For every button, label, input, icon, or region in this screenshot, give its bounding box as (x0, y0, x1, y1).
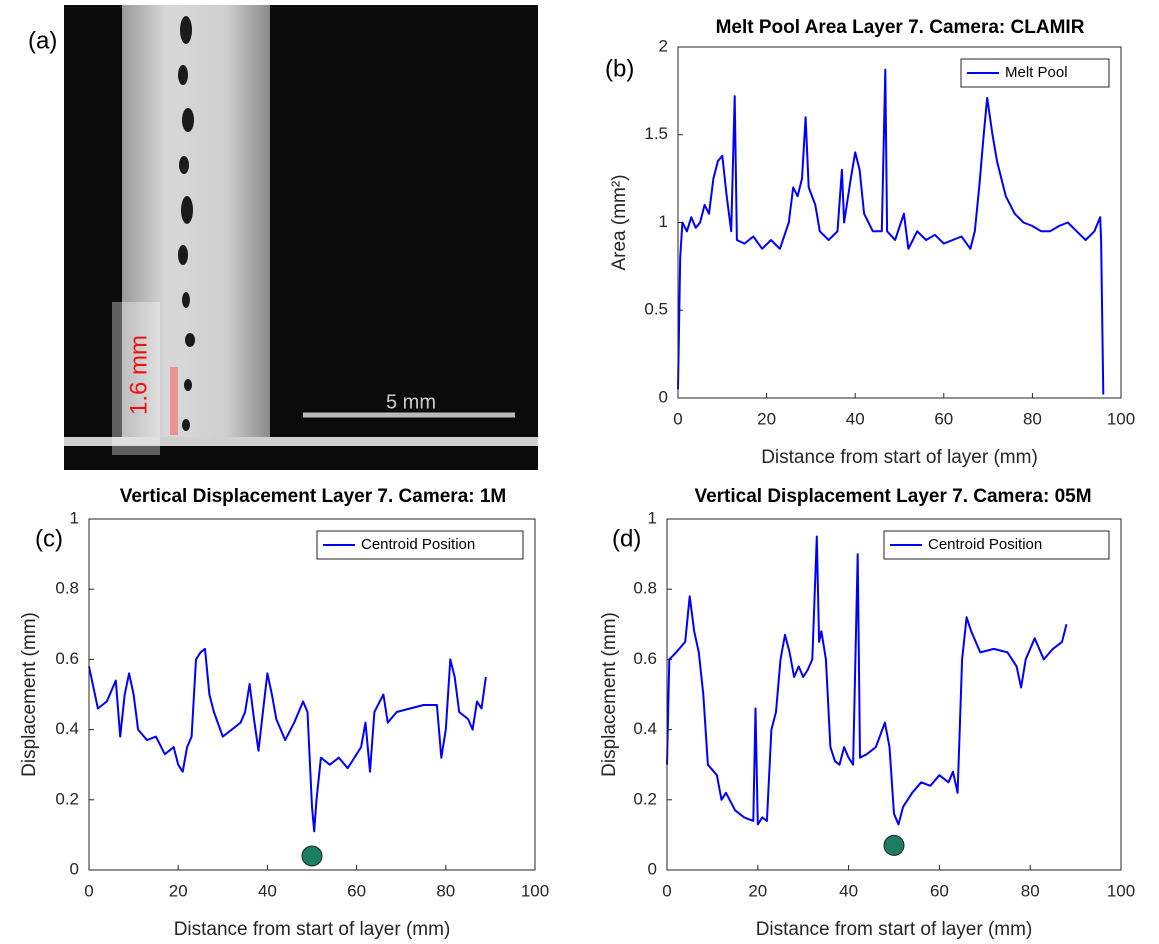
y-tick-label: 0 (659, 387, 668, 406)
x-tick-label: 0 (673, 409, 682, 428)
y-tick-label: 1 (70, 508, 79, 527)
chart-title: Melt Pool Area Layer 7. Camera: CLAMIR (716, 17, 1085, 38)
x-tick-label: 40 (258, 881, 277, 900)
x-tick-label: 80 (1021, 881, 1040, 900)
y-tick-label: 0.6 (55, 649, 79, 668)
scale-label: 5 mm (386, 391, 436, 413)
y-axis-label: Displacement (mm) (599, 612, 620, 777)
y-tick-label: 0.8 (55, 579, 79, 598)
x-tick-label: 100 (521, 881, 549, 900)
x-tick-label: 100 (1107, 409, 1135, 428)
panel-label: (c) (35, 525, 63, 552)
data-line (677, 68, 1105, 395)
axes-box (666, 518, 1122, 871)
x-tick-label: 80 (436, 881, 455, 900)
legend-label: Centroid Position (928, 536, 1042, 553)
x-axis-label: Distance from start of layer (mm) (756, 919, 1033, 940)
axes-box (88, 518, 536, 871)
chart-title: Vertical Displacement Layer 7. Camera: 1… (120, 486, 507, 507)
y-tick-label: 1.5 (644, 124, 668, 143)
y-tick-label: 1 (659, 212, 668, 231)
x-tick-label: 40 (839, 881, 858, 900)
y-tick-label: 0.2 (55, 789, 79, 808)
y-tick-label: 1 (648, 508, 657, 527)
y-tick-label: 2 (659, 36, 668, 55)
panel-label: (b) (605, 55, 634, 82)
x-tick-label: 20 (757, 409, 776, 428)
x-axis-label: Distance from start of layer (mm) (174, 919, 451, 940)
panel-label: (a) (28, 27, 57, 54)
y-tick-label: 0.2 (633, 789, 657, 808)
x-tick-label: 60 (347, 881, 366, 900)
marker (883, 834, 905, 856)
plot-area (678, 47, 1121, 398)
marker (301, 845, 323, 867)
y-tick-label: 0.6 (633, 649, 657, 668)
y-tick-label: 0.4 (633, 719, 657, 738)
x-axis-label: Distance from start of layer (mm) (761, 447, 1038, 468)
y-tick-label: 0.5 (644, 300, 668, 319)
y-axis-label: Area (mm²) (609, 174, 630, 270)
chart-title: Vertical Displacement Layer 7. Camera: 0… (694, 486, 1091, 507)
panel-label: (d) (612, 525, 641, 552)
legend-label: Melt Pool (1005, 64, 1068, 81)
x-tick-label: 60 (934, 409, 953, 428)
data-line (88, 647, 487, 833)
height-label: 1.6 mm (125, 335, 152, 415)
y-axis-label: Displacement (mm) (19, 612, 40, 777)
legend-label: Centroid Position (361, 536, 475, 553)
y-tick-label: 0.4 (55, 719, 79, 738)
y-tick-label: 0.8 (633, 579, 657, 598)
y-tick-label: 0 (648, 859, 657, 878)
x-tick-label: 80 (1023, 409, 1042, 428)
y-tick-label: 0 (70, 859, 79, 878)
axes-box (677, 46, 1122, 399)
x-tick-label: 20 (169, 881, 188, 900)
x-tick-label: 60 (930, 881, 949, 900)
micrograph: 5 mm 1.6 mm (64, 5, 538, 470)
x-tick-label: 40 (846, 409, 865, 428)
data-line (666, 535, 1068, 826)
x-tick-label: 0 (84, 881, 93, 900)
x-tick-label: 20 (748, 881, 767, 900)
x-tick-label: 0 (662, 881, 671, 900)
x-tick-label: 100 (1107, 881, 1135, 900)
plot-area (667, 519, 1121, 870)
